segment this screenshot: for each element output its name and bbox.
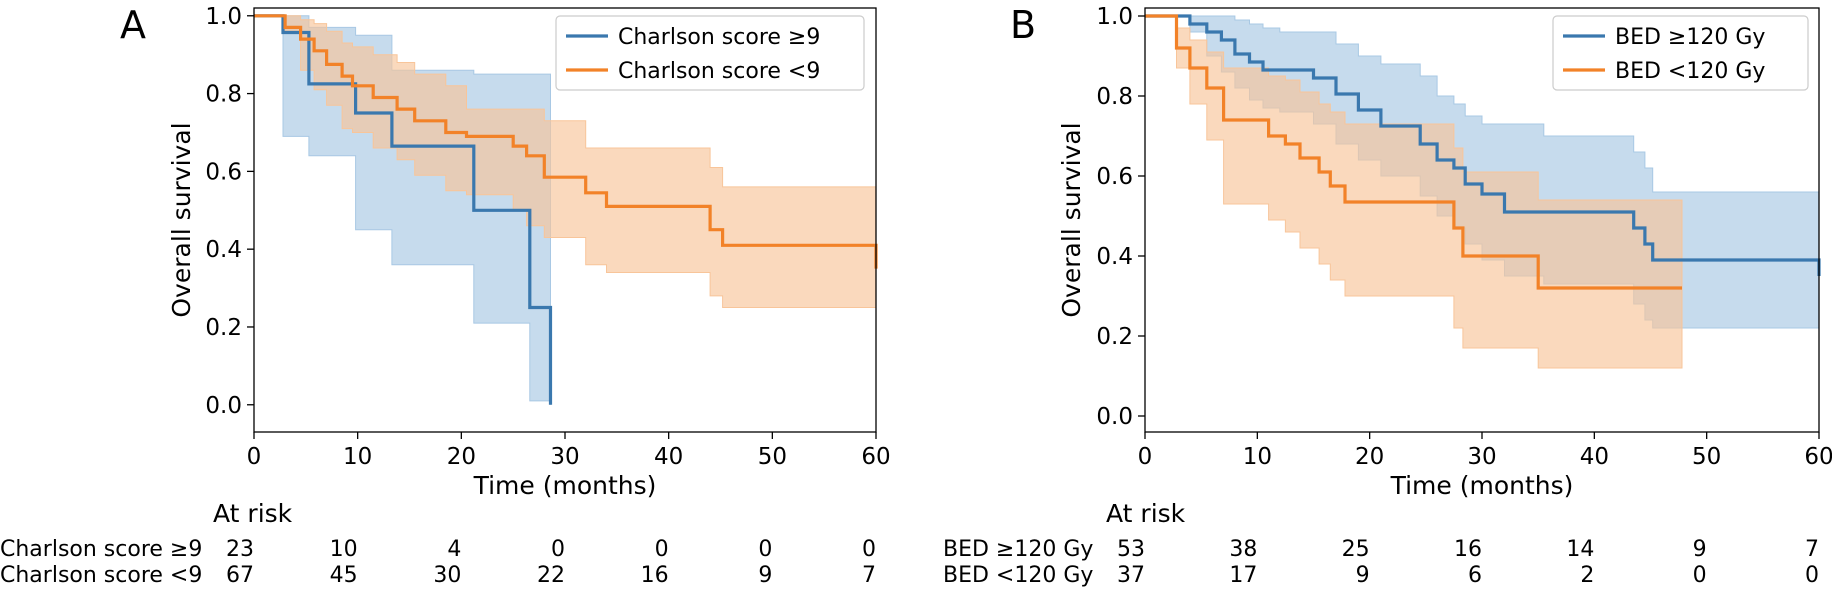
risk-value: 67 <box>226 563 254 588</box>
risk-value: 0 <box>655 537 669 562</box>
x-tick-label: 50 <box>758 444 787 470</box>
risk-value: 37 <box>1117 563 1145 588</box>
y-tick-label: 0.6 <box>1096 164 1133 190</box>
legend-label-0: BED ≥120 Gy <box>1615 25 1765 50</box>
legend-box <box>555 15 865 91</box>
y-tick-label: 1.0 <box>1096 4 1133 30</box>
risk-table-title: At risk <box>1106 499 1186 528</box>
x-tick-label: 30 <box>1467 444 1496 470</box>
y-tick-label: 0.4 <box>1096 244 1133 270</box>
risk-row-label: Charlson score ≥9 <box>0 537 202 562</box>
risk-value: 6 <box>1468 563 1482 588</box>
risk-value: 0 <box>1805 563 1819 588</box>
legend-label-1: BED <120 Gy <box>1615 59 1765 84</box>
risk-value: 45 <box>330 563 358 588</box>
risk-value: 53 <box>1117 537 1145 562</box>
risk-value: 10 <box>330 537 358 562</box>
x-tick-label: 40 <box>654 444 683 470</box>
y-tick-label: 0.0 <box>205 393 242 419</box>
x-tick-label: 0 <box>1138 444 1153 470</box>
y-tick-label: 0.6 <box>205 159 242 185</box>
risk-value: 7 <box>862 563 876 588</box>
x-tick-label: 60 <box>1804 444 1832 470</box>
risk-value: 0 <box>758 537 772 562</box>
risk-value: 9 <box>758 563 772 588</box>
legend-label-0: Charlson score ≥9 <box>618 25 820 50</box>
legend-label-1: Charlson score <9 <box>618 59 820 84</box>
risk-row-label: BED ≥120 Gy <box>943 537 1093 562</box>
risk-value: 4 <box>447 537 461 562</box>
legend-box <box>1552 15 1809 91</box>
confidence-band-1 <box>1145 15 1683 369</box>
risk-value: 16 <box>1454 537 1482 562</box>
risk-value: 23 <box>226 537 254 562</box>
x-tick-label: 0 <box>247 444 262 470</box>
risk-value: 0 <box>551 537 565 562</box>
y-tick-label: 1.0 <box>205 4 242 30</box>
x-tick-label: 10 <box>1243 444 1272 470</box>
y-axis-title: Overall survival <box>1057 122 1086 317</box>
x-tick-label: 10 <box>343 444 372 470</box>
risk-value: 2 <box>1580 563 1594 588</box>
y-axis-title: Overall survival <box>167 122 196 317</box>
risk-value: 17 <box>1229 563 1257 588</box>
y-tick-label: 0.2 <box>205 315 242 341</box>
survival-line-0 <box>254 14 553 405</box>
x-axis-title: Time (months) <box>1390 471 1574 500</box>
x-axis-title: Time (months) <box>473 471 657 500</box>
risk-value: 9 <box>1693 537 1707 562</box>
x-tick-label: 30 <box>550 444 579 470</box>
risk-value: 7 <box>1805 537 1819 562</box>
panel-letter: B <box>1010 3 1036 47</box>
y-tick-label: 0.8 <box>1096 84 1133 110</box>
x-tick-label: 50 <box>1692 444 1721 470</box>
risk-value: 22 <box>537 563 565 588</box>
risk-value: 9 <box>1356 563 1370 588</box>
panel-letter: A <box>120 3 146 47</box>
risk-row-label: BED <120 Gy <box>943 563 1093 588</box>
x-tick-label: 40 <box>1580 444 1609 470</box>
x-tick-label: 20 <box>1355 444 1384 470</box>
survival-line-1 <box>254 14 878 269</box>
x-tick-label: 60 <box>861 444 890 470</box>
risk-table-title: At risk <box>213 499 293 528</box>
y-tick-label: 0.4 <box>205 237 242 263</box>
confidence-band-1 <box>254 15 877 331</box>
survival-line-1 <box>1145 14 1682 290</box>
survival-line-0 <box>1145 14 1821 276</box>
y-tick-label: 0.0 <box>1096 404 1133 430</box>
risk-row-label: Charlson score <9 <box>0 563 202 588</box>
risk-value: 30 <box>433 563 461 588</box>
risk-value: 0 <box>1693 563 1707 588</box>
risk-value: 25 <box>1342 537 1370 562</box>
y-tick-label: 0.8 <box>205 82 242 108</box>
y-tick-label: 0.2 <box>1096 324 1133 350</box>
x-tick-label: 20 <box>447 444 476 470</box>
risk-value: 14 <box>1566 537 1594 562</box>
risk-value: 0 <box>862 537 876 562</box>
risk-value: 38 <box>1229 537 1257 562</box>
risk-value: 16 <box>641 563 669 588</box>
